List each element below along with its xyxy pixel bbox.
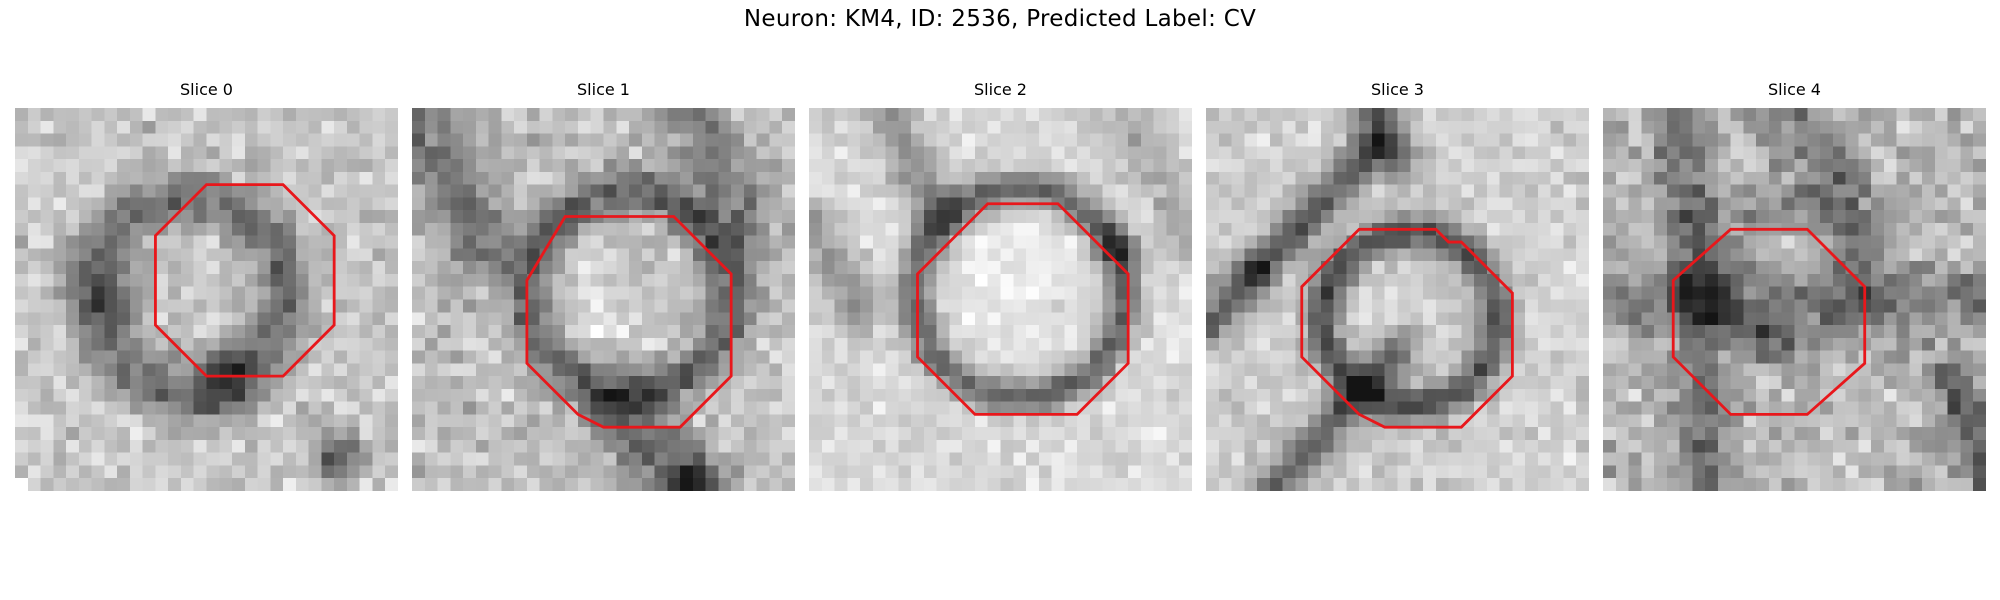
- predicted-contour: [916, 202, 1130, 416]
- em-slice-image: [1603, 108, 1986, 491]
- slice-title: Slice 1: [577, 80, 630, 99]
- slice-panel-1: Slice 1: [412, 80, 795, 491]
- slice-title: Slice 3: [1371, 80, 1424, 99]
- slice-panel-4: Slice 4: [1603, 80, 1986, 491]
- slice-title: Slice 0: [180, 80, 233, 99]
- slice-title: Slice 4: [1768, 80, 1821, 99]
- slice-panel-2: Slice 2: [809, 80, 1192, 491]
- slice-panel-3: Slice 3: [1206, 80, 1589, 491]
- predicted-contour: [525, 215, 733, 429]
- slice-panel-0: Slice 0: [15, 80, 398, 491]
- figure-title: Neuron: KM4, ID: 2536, Predicted Label: …: [743, 6, 1257, 32]
- predicted-contour: [154, 183, 336, 378]
- slice-title: Slice 2: [974, 80, 1027, 99]
- em-slice-image: [1206, 108, 1589, 491]
- em-slice-image: [412, 108, 795, 491]
- em-slice-image: [809, 108, 1192, 491]
- em-slice-image: [15, 108, 398, 491]
- predicted-contour: [1671, 227, 1867, 416]
- predicted-contour: [1300, 227, 1514, 429]
